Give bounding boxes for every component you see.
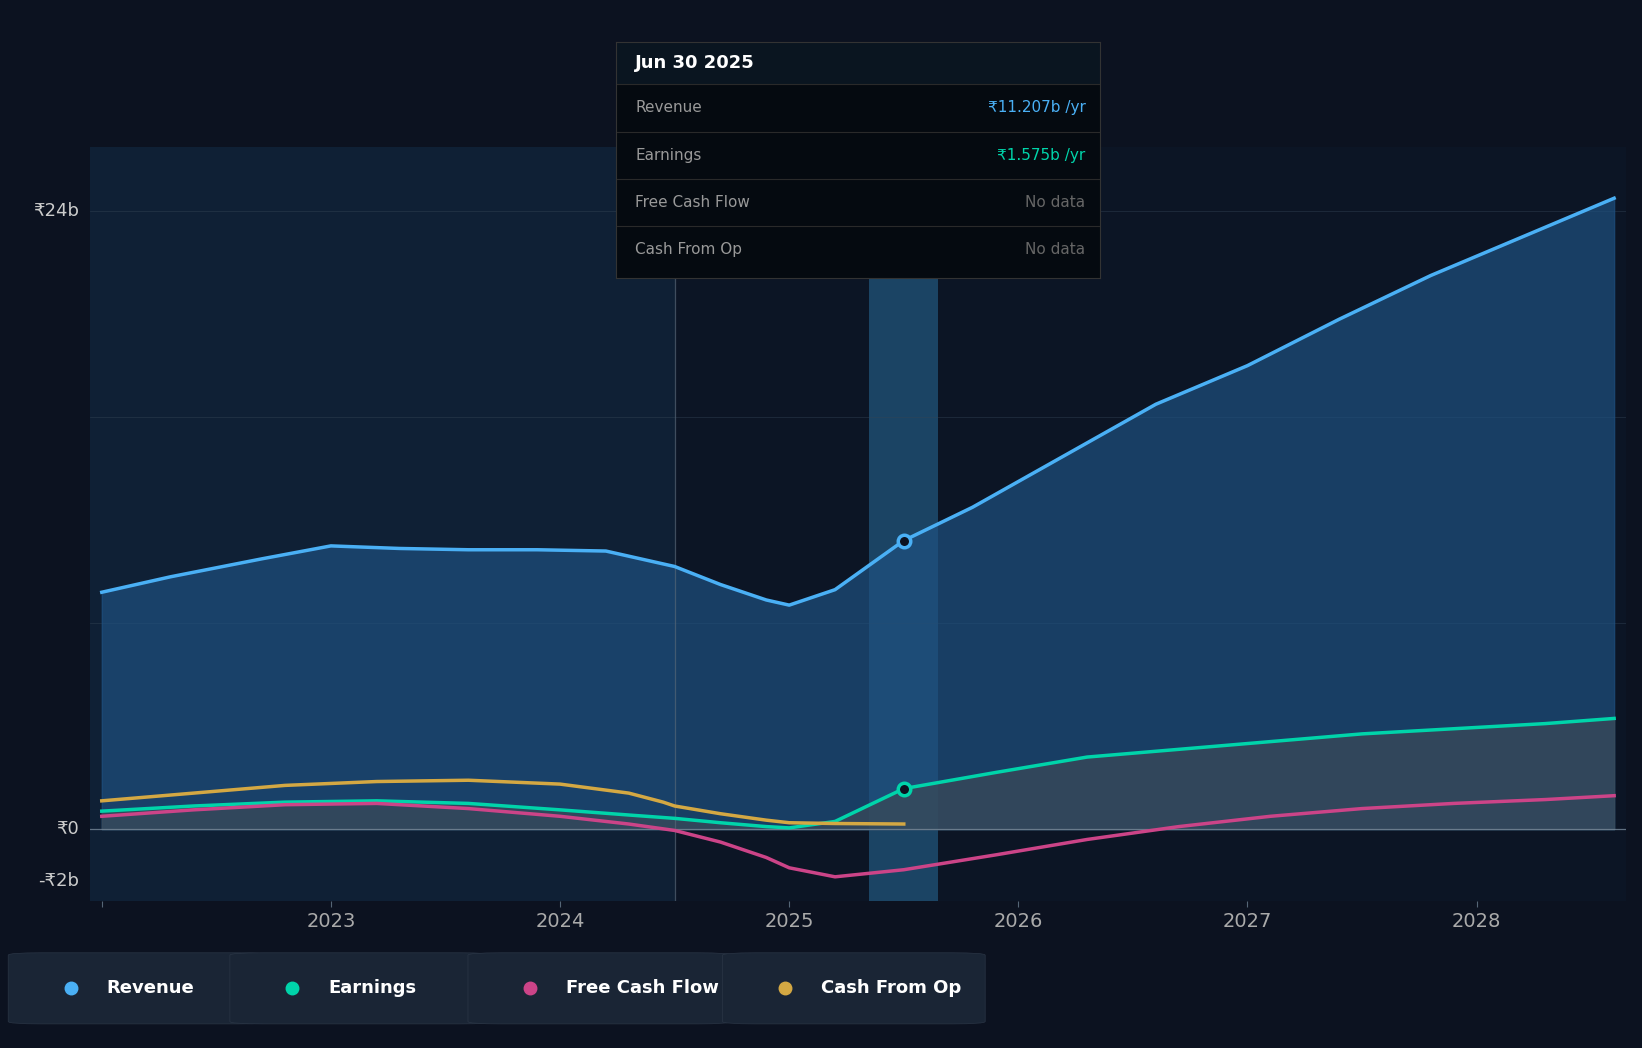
- FancyBboxPatch shape: [230, 953, 493, 1024]
- Bar: [869, 147, 938, 901]
- Text: ₹1.575b /yr: ₹1.575b /yr: [997, 148, 1085, 162]
- FancyBboxPatch shape: [722, 953, 985, 1024]
- Text: ₹11.207b /yr: ₹11.207b /yr: [988, 101, 1085, 115]
- Text: ₹24b: ₹24b: [33, 202, 79, 220]
- Text: Past: Past: [621, 249, 658, 267]
- Text: No data: No data: [1026, 242, 1085, 257]
- Text: Cash From Op: Cash From Op: [821, 979, 961, 997]
- Text: Earnings: Earnings: [635, 148, 701, 162]
- Text: No data: No data: [1026, 195, 1085, 210]
- Text: Cash From Op: Cash From Op: [635, 242, 742, 257]
- FancyBboxPatch shape: [468, 953, 731, 1024]
- Text: Jun 30 2025: Jun 30 2025: [635, 54, 755, 72]
- Bar: [675, 147, 1626, 901]
- Text: Analysts Forecasts: Analysts Forecasts: [703, 249, 870, 267]
- Bar: [616, 42, 1100, 85]
- Text: Free Cash Flow: Free Cash Flow: [635, 195, 750, 210]
- FancyBboxPatch shape: [8, 953, 271, 1024]
- Text: Revenue: Revenue: [635, 101, 701, 115]
- Bar: [90, 147, 675, 901]
- Text: Earnings: Earnings: [328, 979, 417, 997]
- Text: ₹0: ₹0: [56, 821, 79, 838]
- Text: -₹2b: -₹2b: [38, 872, 79, 890]
- Text: Free Cash Flow: Free Cash Flow: [566, 979, 719, 997]
- Text: Revenue: Revenue: [107, 979, 194, 997]
